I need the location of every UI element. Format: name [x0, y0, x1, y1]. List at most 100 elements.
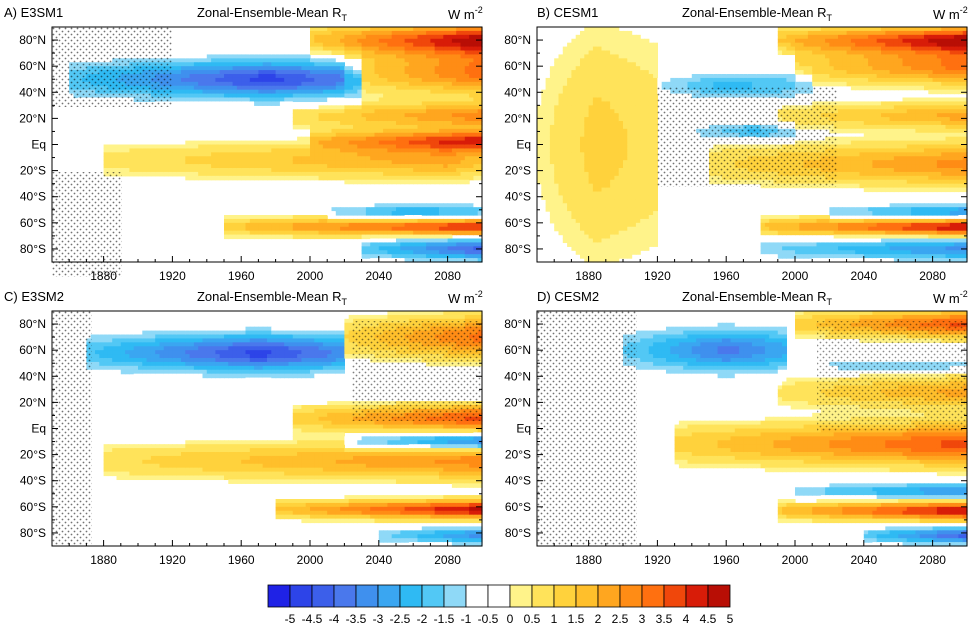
- panel-a-cell-2926: [447, 211, 453, 216]
- panel-a-cell-3121: [464, 121, 470, 126]
- panel-a-cell-3210: [473, 58, 479, 63]
- panel-a-cell-1956: [370, 238, 376, 244]
- panel-b-cell-548: [588, 50, 594, 56]
- panel-a-cell-605: [206, 175, 212, 181]
- panel-b-cell-283: [567, 124, 572, 130]
- panel-a-cell-1244: [301, 222, 307, 228]
- panel-a-cell-1939: [370, 148, 376, 153]
- panel-a-cell-1135: [288, 156, 294, 161]
- panel-b-cell-798: [605, 89, 611, 95]
- panel-a-cell-1068: [279, 85, 285, 91]
- panel-b-cell-292: [567, 160, 572, 165]
- panel-a-cell-2672: [430, 42, 436, 48]
- panel-a-cell-2039: [378, 117, 384, 122]
- panel-a-cell-1118: [288, 54, 294, 59]
- panel-a-cell-1945: [370, 171, 376, 177]
- panel-a-cell-2694: [430, 128, 436, 134]
- panel-a-cell-237: [133, 160, 139, 165]
- panel-b-cell-713: [597, 226, 603, 232]
- panel-b-cell-65: [545, 144, 551, 150]
- panel-a-cell-1405: [318, 222, 324, 228]
- panel-a-cell-1917: [370, 62, 376, 67]
- panel-a-cell-758: [232, 222, 238, 228]
- panel-b-cell-372: [575, 50, 581, 56]
- panel-a-cell-2579: [421, 101, 427, 106]
- panel-b-cell-556: [588, 81, 594, 87]
- panel-a-cell-3012: [456, 109, 462, 114]
- panel-b-cell-355: [571, 199, 577, 204]
- panel-b-cell-1346: [644, 211, 650, 216]
- panel-b-cell-1498: [687, 74, 693, 79]
- panel-a-cell-1023: [271, 215, 277, 220]
- panel-b-cell-523: [584, 187, 590, 193]
- panel-b-cell-899: [610, 250, 615, 255]
- panel-b-cell-252: [562, 203, 568, 208]
- panel-a-cell-2519: [417, 81, 423, 87]
- panel-b-cell-1564: [713, 70, 719, 75]
- panel-a-cell-2772: [434, 246, 440, 251]
- panel-b-cell-198: [558, 179, 564, 185]
- panel-b-cell-1108: [627, 148, 633, 153]
- panel-b-cell-330: [571, 101, 577, 106]
- panel-b-cell-690: [597, 136, 603, 142]
- panel-a-cell-417: [172, 101, 178, 106]
- panel-a-cell-1044: [275, 144, 281, 150]
- panel-b-cell-1410: [653, 50, 658, 56]
- panel-a-cell-3025: [456, 160, 462, 165]
- panel-b-cell-129: [554, 85, 560, 91]
- panel-a-cell-2177: [387, 258, 393, 263]
- panel-b-cell-1006: [618, 203, 624, 208]
- panel-a-cell-3049: [460, 46, 466, 52]
- panel-a-cell-1222: [301, 85, 307, 91]
- panel-b-cell-54: [545, 101, 551, 106]
- panel-b-cell-623: [592, 109, 598, 114]
- panel-a-cell-404: [168, 171, 173, 177]
- panel-a-cell-1906: [365, 250, 371, 255]
- panel-a-cell-1743: [353, 148, 358, 153]
- panel-a-cell-1281: [305, 234, 311, 240]
- panel-b-cell-826: [605, 199, 611, 204]
- panel-b-cell-1427: [653, 117, 658, 122]
- panel-b-cell-540: [584, 254, 590, 259]
- panel-b-cell-1134: [627, 250, 633, 255]
- panel-a-cell-1947: [370, 179, 376, 185]
- panel-a-cell-947: [262, 81, 268, 87]
- panel-a-cell-433: [176, 81, 182, 87]
- panel-b-cell-893: [610, 226, 615, 232]
- panel-a-cell-255: [138, 152, 143, 157]
- panel-a-cell-1131: [288, 140, 294, 146]
- panel-a-cell-2166: [387, 211, 393, 216]
- panel-a-cell-1929: [370, 109, 376, 114]
- panel-a-cell-463: [181, 156, 186, 161]
- panel-a-cell-862: [249, 101, 255, 106]
- panel-a-cell-2470: [413, 105, 419, 110]
- panel-a-cell-1538: [331, 230, 337, 236]
- panel-a-cell-1039: [275, 89, 281, 95]
- panel-a-cell-918: [258, 85, 264, 91]
- panel-a-cell-1627: [340, 234, 345, 240]
- panel-a-cell-2558: [417, 254, 423, 259]
- panel-a-cell-1599: [340, 89, 345, 95]
- panel-b-cell-1314: [644, 85, 650, 91]
- panel-b-cell-452: [580, 140, 585, 146]
- panel-a-cell-3042: [456, 254, 462, 259]
- panel-a-cell-2346: [404, 50, 410, 56]
- panel-b-cell-1459: [653, 242, 658, 247]
- panel-b-cell-85: [549, 77, 555, 83]
- panel-b-cell-1493: [683, 77, 689, 83]
- panel-a-cell-2100: [383, 144, 388, 150]
- panel-a-cell-2362: [404, 113, 410, 118]
- panel-b-cell-1364: [648, 74, 654, 79]
- panel-b-cell-786: [605, 42, 611, 48]
- panel-a-cell-938: [258, 234, 264, 240]
- panel-b-cell-575: [588, 156, 594, 161]
- panel-a-cell-1422: [322, 81, 328, 87]
- panel-a-cell-2142: [387, 97, 393, 103]
- panel-a-cell-280: [142, 171, 148, 177]
- panel-a-cell-607: [211, 58, 216, 63]
- panel-a-cell-239: [133, 168, 139, 173]
- panel-a-cell-2550: [417, 222, 423, 228]
- panel-a-cell-3134: [464, 171, 470, 177]
- panel-b-cell-1100: [627, 117, 633, 122]
- panel-a-cell-2658: [426, 222, 431, 228]
